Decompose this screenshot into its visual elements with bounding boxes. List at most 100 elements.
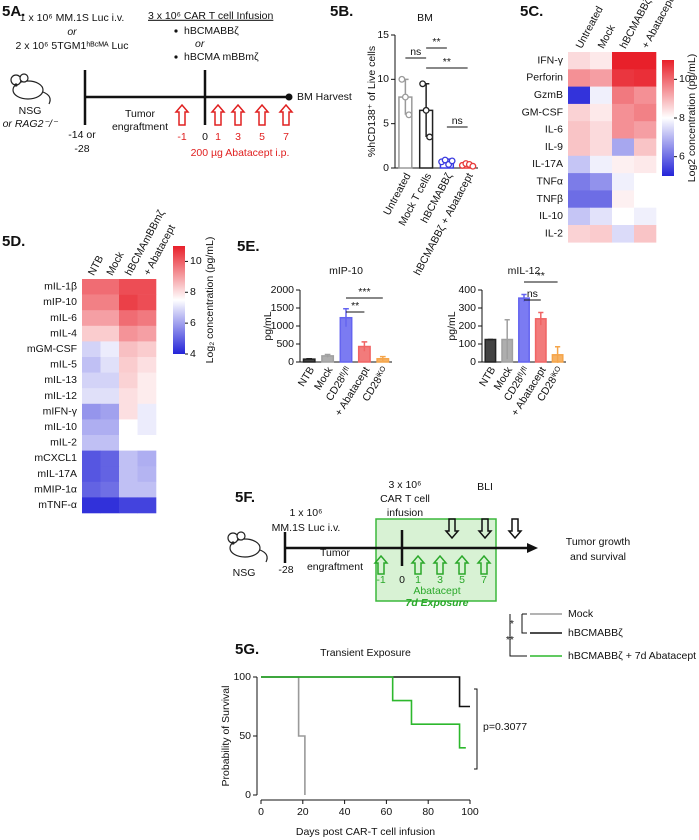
heatmap-cell [590, 86, 613, 105]
y-tick-label: 0 [288, 356, 294, 368]
row-label: mMIP-1α [34, 483, 77, 495]
heatmap-cell [82, 294, 101, 311]
heatmap-cell [82, 341, 101, 358]
legend-label: Mock [568, 608, 594, 620]
survival-line [261, 676, 466, 749]
heatmap-cell [137, 357, 157, 373]
panel-label: 5C. [520, 3, 543, 20]
y-tick-label: 0 [383, 162, 389, 174]
y-axis-label: pg/mL [446, 311, 458, 340]
label: engraftment [112, 121, 168, 133]
heatmap-cell [100, 497, 120, 514]
survival-line [261, 676, 470, 708]
heatmap-cell [100, 310, 120, 327]
heatmap-cell [634, 190, 657, 208]
y-tick-label: 100 [233, 671, 251, 683]
heatmap-cell [100, 279, 120, 295]
heatmap-cell [119, 435, 138, 451]
heatmap-cell [568, 207, 591, 226]
y-axis-label: pg/mL [262, 311, 274, 340]
row-label: mGM-CSF [27, 343, 77, 355]
colorbar-label: Log2 concentration (pg/mL) [686, 54, 698, 182]
heatmap-cell [137, 435, 157, 451]
data-point [419, 80, 427, 88]
label: or [67, 26, 77, 38]
data-point [441, 156, 449, 164]
row-label: IL-17A [532, 158, 563, 170]
bullet [174, 55, 178, 59]
bar [534, 318, 547, 363]
row-label: mIL-10 [44, 421, 77, 433]
heatmap-cell [100, 419, 120, 436]
colorbar [662, 60, 674, 176]
row-label: mIFN-γ [43, 405, 78, 417]
heatmap-cell [100, 466, 120, 483]
day-label: 0 [202, 131, 208, 143]
heatmap-cell [119, 310, 138, 327]
heatmap-cell [119, 419, 138, 436]
significance-brackets [509, 613, 527, 657]
significance-label: ** [537, 270, 545, 282]
bar [551, 354, 564, 363]
column-label: NTB [86, 254, 106, 278]
data-point [426, 133, 434, 141]
colorbar-tick-label: 4 [190, 348, 196, 360]
heatmap-cell [100, 294, 120, 311]
heatmap-cell [634, 69, 657, 87]
data-point [448, 157, 456, 165]
arrow [454, 554, 470, 575]
heatmap-cell [590, 207, 613, 226]
bar [376, 358, 390, 363]
label: engraftment [307, 561, 363, 573]
heatmap-cell [82, 372, 101, 389]
heatmap-cell [568, 103, 591, 122]
chart-title: BM [417, 12, 433, 24]
heatmap-cell [612, 103, 635, 122]
heatmap-cell [119, 450, 138, 467]
heatmap-cell [634, 138, 657, 157]
day-label: 5 [259, 131, 265, 143]
heatmap-cell [82, 279, 101, 295]
row-label: mIL-17A [37, 468, 77, 480]
annotation: * [510, 618, 514, 630]
heatmap-cell [612, 225, 635, 243]
heatmap-cell [82, 466, 101, 483]
label: 200 µg Abatacept i.p. [191, 147, 290, 159]
label: BLI [477, 481, 493, 493]
heatmap-cell [119, 481, 138, 498]
annotation: ** [506, 634, 514, 646]
label: hBCMABBζ [184, 25, 239, 37]
row-label: GzmB [534, 89, 563, 101]
colorbar-label: Log₂ concentration (pg/mL) [204, 237, 216, 364]
bar [339, 316, 353, 363]
row-label: GM-CSF [522, 106, 563, 118]
row-label: IL-2 [545, 227, 563, 239]
heatmap-cell [612, 173, 635, 191]
heatmap-cell [568, 173, 591, 191]
heatmap-cell [82, 481, 101, 498]
row-label: IL-6 [545, 124, 563, 136]
x-axis-label: Days post CAR-T cell infusion [296, 826, 435, 838]
x-tick-label: 60 [381, 806, 393, 818]
bar [321, 355, 335, 363]
heatmap-cell [137, 294, 157, 311]
data-point [401, 93, 409, 101]
panel-label: 5A. [2, 3, 25, 20]
panel-label: 5E. [237, 238, 260, 255]
heatmap-cell [82, 310, 101, 327]
label: CAR T cell [380, 493, 430, 505]
x-tick-label: 80 [422, 806, 434, 818]
heatmap-cell [568, 69, 591, 87]
day-label: -1 [177, 131, 186, 143]
significance-label: ns [527, 288, 538, 300]
arrow [278, 103, 294, 126]
label: or [195, 38, 205, 50]
label: Tumor growth [566, 536, 631, 548]
heatmap-cell [612, 155, 635, 174]
day-label: 3 [235, 131, 241, 143]
y-tick-label: 15 [377, 29, 389, 41]
heatmap-cell [100, 325, 120, 342]
row-label: mIL-6 [50, 312, 77, 324]
heatmap-cell [82, 419, 101, 436]
